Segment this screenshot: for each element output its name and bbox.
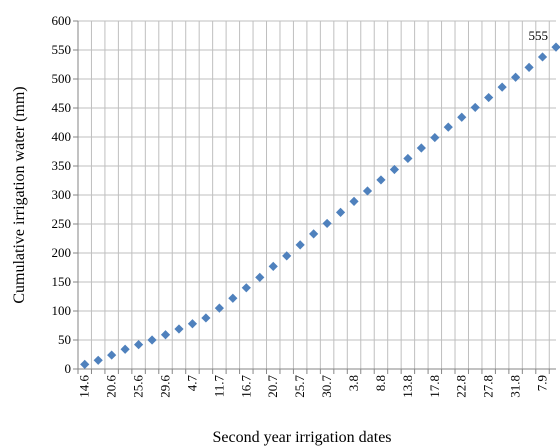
- data-point: [470, 102, 480, 113]
- data-point: [120, 344, 130, 354]
- y-tick-label: 400: [52, 129, 72, 144]
- data-point: [376, 175, 386, 185]
- data-point: [107, 350, 117, 360]
- data-point: [389, 164, 400, 175]
- gridlines: [78, 20, 556, 369]
- x-axis-title: Second year irrigation dates: [212, 429, 391, 446]
- y-tick-label: 300: [52, 187, 72, 202]
- x-tick-labels: 14.6 20.6 25.6 29.6 4.7 11.7 16.7 20.7 25.7 30.7 3…: [77, 375, 550, 398]
- data-point: [497, 82, 507, 92]
- x-tick-label: 31.8: [508, 375, 523, 398]
- data-point: [511, 72, 521, 82]
- y-tick-label: 0: [65, 361, 72, 376]
- data-point: [484, 92, 494, 103]
- data-point: [187, 319, 198, 329]
- data-point: [133, 340, 144, 350]
- x-tick-label: 13.8: [400, 375, 415, 398]
- y-tick-label: 600: [52, 13, 72, 28]
- y-tick-label: 500: [52, 71, 72, 86]
- y-tick-label: 550: [52, 42, 72, 57]
- x-tick-label: 4.7: [184, 375, 199, 392]
- data-point: [457, 112, 467, 122]
- data-point: [295, 240, 305, 250]
- x-tick-label: 3.8: [346, 375, 361, 391]
- data-point: [268, 261, 278, 271]
- data-labels: 555: [529, 28, 549, 43]
- x-tick-label: 16.7: [238, 375, 253, 398]
- data-point: [309, 229, 319, 239]
- data-point: [537, 52, 548, 62]
- data-point: [322, 218, 332, 229]
- data-points: [80, 42, 560, 369]
- x-tick-label: 25.7: [292, 375, 307, 398]
- x-tick-label: 17.8: [427, 375, 442, 398]
- y-tick-label: 350: [52, 158, 72, 173]
- data-point: [255, 272, 265, 282]
- data-point: [228, 293, 238, 303]
- data-point: [430, 132, 440, 143]
- y-axis-title: Cumulative irrigation water (mm): [11, 86, 28, 303]
- data-point: [160, 330, 171, 340]
- x-tick-label: 20.6: [104, 375, 119, 398]
- y-tick-label: 250: [52, 216, 72, 231]
- x-tick-label: 20.7: [265, 375, 280, 398]
- x-tick-label: 7.9: [535, 375, 550, 391]
- x-tick-label: 22.8: [454, 375, 469, 398]
- data-point: [443, 122, 453, 132]
- y-tick-label: 450: [52, 100, 72, 115]
- data-point: [362, 186, 373, 196]
- data-point: [201, 313, 211, 323]
- data-label: 555: [529, 28, 549, 43]
- x-tick-label: 30.7: [319, 375, 334, 398]
- data-point: [551, 42, 560, 52]
- data-point: [93, 355, 103, 365]
- x-tick-label: 29.6: [158, 375, 173, 398]
- data-point: [241, 283, 251, 293]
- data-point: [174, 324, 184, 334]
- y-tick-labels: 0 50 100 150 200 250 300 350 400 450 500 550 600: [52, 13, 72, 376]
- x-tick-label: 14.6: [77, 375, 92, 398]
- x-tick-label: 11.7: [211, 375, 226, 398]
- data-point: [282, 251, 292, 261]
- data-point: [416, 143, 426, 153]
- x-tick-label: 25.6: [131, 375, 146, 398]
- data-point: [214, 303, 224, 313]
- y-tick-label: 100: [52, 303, 72, 318]
- data-point: [335, 207, 346, 217]
- y-tick-label: 150: [52, 274, 72, 289]
- y-tick-label: 200: [52, 245, 72, 260]
- data-point: [403, 153, 413, 164]
- data-point: [349, 196, 359, 206]
- x-tick-label: 8.8: [373, 375, 388, 391]
- data-point: [147, 335, 157, 345]
- y-tick-label: 50: [58, 332, 71, 347]
- axes: [73, 20, 556, 374]
- data-point: [80, 359, 90, 369]
- data-point: [524, 62, 534, 72]
- x-tick-label: 27.8: [481, 375, 496, 398]
